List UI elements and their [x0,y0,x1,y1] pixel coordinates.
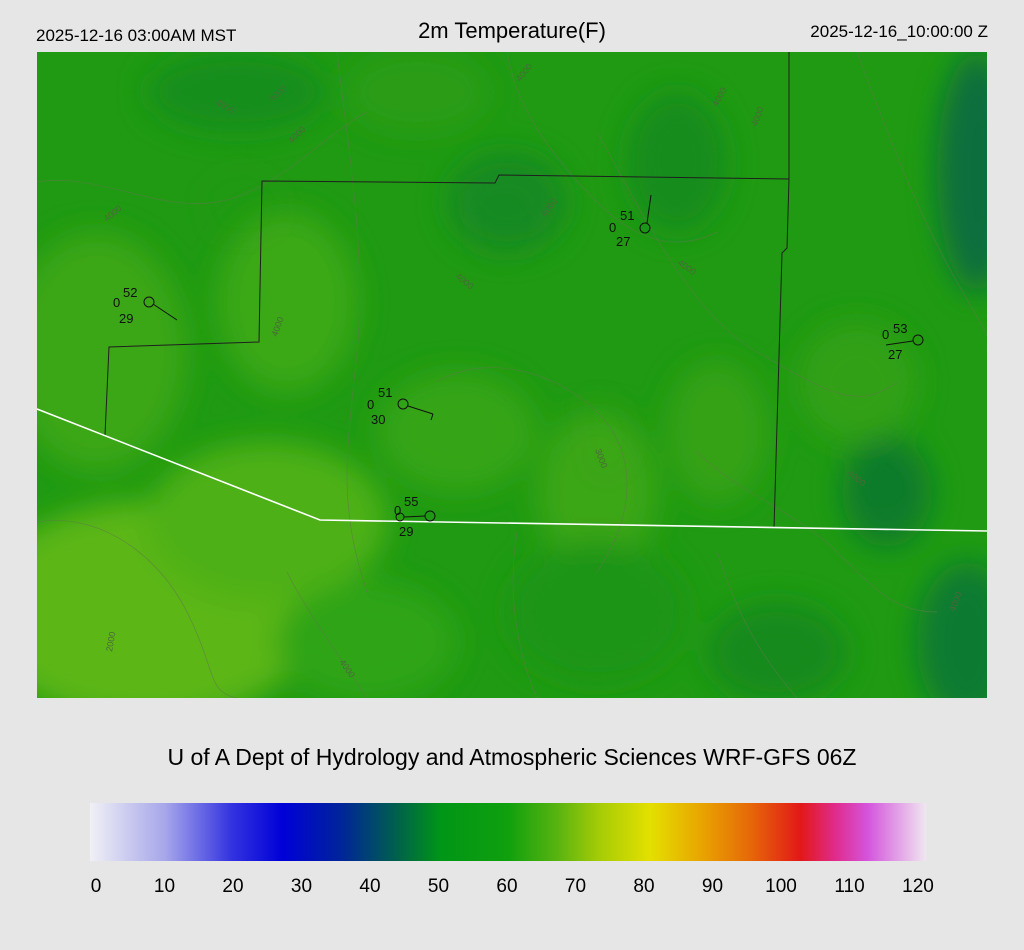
station-wind: 0 [367,397,374,412]
colorbar-tick: 120 [902,876,934,897]
colorbar-tick: 40 [359,876,381,897]
temperature-shading [37,52,987,698]
station-wind: 0 [394,503,401,518]
station-temp: 52 [123,285,137,300]
terrain-contours [196,166,918,521]
colorbar-tick: 110 [834,876,865,897]
station-dewpoint: 30 [371,412,385,427]
station-plot: 55 0 29 [394,494,436,539]
colorbar-tick: 100 [765,876,797,897]
station-wind: 0 [609,220,616,235]
temperature-colorbar [90,803,926,861]
credit-line: U of A Dept of Hydrology and Atmospheric… [167,744,857,770]
station-dewpoint: 27 [616,234,630,249]
station-temp: 51 [620,208,634,223]
station-wind: 0 [882,327,889,342]
contour-lines [37,52,987,698]
station-plot: 51 0 27 [609,194,652,249]
colorbar-tick: 0 [90,876,102,897]
utc-time-label: 2025-12-16_10:00:00 Z [810,22,988,41]
colorbar-tick: 20 [222,876,244,897]
state-border [37,408,987,532]
local-time-label: 2025-12-16 03:00AM MST [36,26,237,45]
colorbar-tick: 30 [290,876,313,897]
station-wind: 0 [113,295,120,310]
colorbar-gradient [90,803,926,861]
temperature-map: 4000 4000 4000 4000 4000 4000 4000 4000 … [37,52,987,698]
station-temp: 51 [378,385,392,400]
station-temp: 53 [893,321,907,336]
map-title: 2m Temperature(F) [418,18,606,43]
colorbar-tick: 10 [153,876,176,897]
station-temp: 55 [404,494,418,509]
colorbar-tick: 80 [633,876,655,897]
colorbar-tick: 60 [496,876,518,897]
contour-label: 2000 [104,631,117,652]
station-plot: 51 0 30 [367,385,434,427]
station-dewpoint: 27 [888,347,902,362]
colorbar-tick: 90 [701,876,724,897]
colorbar-tick: 70 [564,876,587,897]
colorbar-tick: 50 [427,876,450,897]
station-dewpoint: 29 [119,311,133,326]
weather-stations: 52 0 29 51 0 27 53 0 27 [113,194,924,539]
county-borders [104,52,790,529]
station-dewpoint: 29 [399,524,413,539]
station-plot: 52 0 29 [113,285,178,326]
station-plot: 53 0 27 [882,321,924,362]
